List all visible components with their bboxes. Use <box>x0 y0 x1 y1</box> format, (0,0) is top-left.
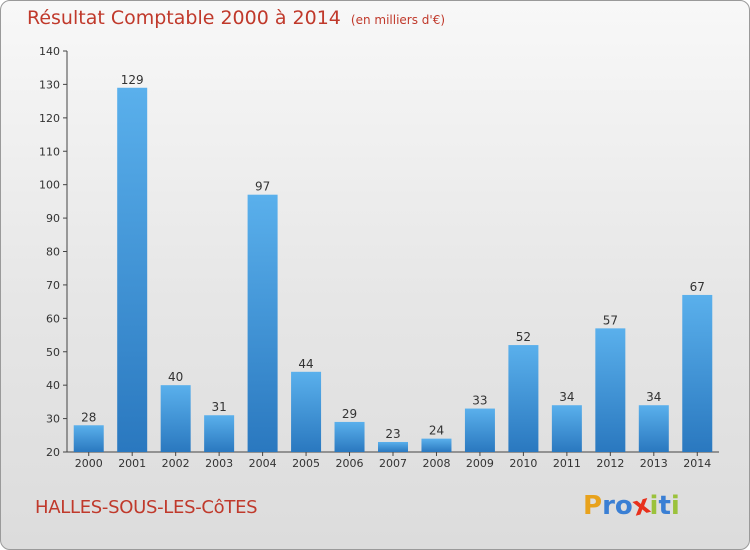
y-tick-label: 90 <box>46 212 60 225</box>
data-label: 44 <box>298 357 313 371</box>
commune-name: HALLES-SOUS-LES-CôTES <box>35 497 258 518</box>
bar-2008 <box>421 438 452 452</box>
bar-2006 <box>334 421 365 452</box>
y-tick-label: 50 <box>46 346 60 359</box>
x-tick-label: 2001 <box>118 457 146 470</box>
data-label: 40 <box>168 370 183 384</box>
logo-letter: r <box>602 491 615 521</box>
x-tick-label: 2014 <box>683 457 711 470</box>
bar-2014 <box>682 294 713 452</box>
x-tick-label: 2006 <box>336 457 364 470</box>
data-label: 28 <box>81 410 96 424</box>
x-tick-label: 2007 <box>379 457 407 470</box>
x-tick-label: 2002 <box>162 457 190 470</box>
logo-letter: i <box>670 491 680 521</box>
data-label: 24 <box>429 424 444 438</box>
data-label: 29 <box>342 407 357 421</box>
y-tick-label: 80 <box>46 246 60 259</box>
x-tick-label: 2010 <box>509 457 537 470</box>
y-tick-label: 40 <box>46 379 60 392</box>
x-tick-label: 2012 <box>596 457 624 470</box>
logo-letter: t <box>658 491 671 521</box>
bar-2001 <box>117 87 148 452</box>
data-label: 97 <box>255 180 270 194</box>
data-label: 52 <box>516 330 531 344</box>
data-label: 31 <box>211 400 226 414</box>
data-label: 34 <box>646 390 661 404</box>
bar-2007 <box>378 441 408 452</box>
data-label: 57 <box>603 313 618 327</box>
y-tick-label: 30 <box>46 413 60 426</box>
x-tick-label: 2008 <box>422 457 450 470</box>
data-label: 23 <box>385 427 400 441</box>
bar-2012 <box>595 328 626 452</box>
bar-2010 <box>508 345 539 452</box>
logo-letter: i <box>649 491 659 521</box>
logo-letter: o <box>614 491 633 521</box>
x-tick-label: 2011 <box>553 457 581 470</box>
logo-letter: P <box>583 491 603 521</box>
bar-2009 <box>464 408 495 452</box>
x-tick-label: 2003 <box>205 457 233 470</box>
y-tick-label: 100 <box>39 179 60 192</box>
y-tick-label: 110 <box>39 145 60 158</box>
bar-2005 <box>291 371 322 452</box>
bar-2000 <box>73 425 104 452</box>
x-tick-label: 2013 <box>640 457 668 470</box>
chart-title-text: Résultat Comptable 2000 à 2014 <box>27 7 341 29</box>
data-label: 34 <box>559 390 574 404</box>
x-tick-label: 2009 <box>466 457 494 470</box>
y-tick-label: 60 <box>46 312 60 325</box>
data-label: 129 <box>121 73 144 87</box>
y-tick-label: 130 <box>39 78 60 91</box>
y-tick-label: 120 <box>39 112 60 125</box>
data-label: 67 <box>690 280 705 294</box>
bars-group <box>73 87 713 453</box>
data-labels-group: 28 129 40 31 97 44 29 23 24 33 52 34 57 34 67 <box>81 73 705 441</box>
proxiti-logo[interactable]: Proxiti <box>583 489 680 522</box>
chart-title: Résultat Comptable 2000 à 2014 (en millie… <box>27 7 445 29</box>
chart-subtitle: (en milliers d'€) <box>350 13 446 27</box>
data-label: 33 <box>472 394 487 408</box>
x-tick-label: 2004 <box>249 457 277 470</box>
x-tick-label: 2005 <box>292 457 320 470</box>
bar-2003 <box>204 415 235 452</box>
y-tick-label: 20 <box>46 446 60 459</box>
y-tick-label: 70 <box>46 279 60 292</box>
bar-2004 <box>247 194 278 453</box>
bar-2002 <box>160 385 191 452</box>
bar-2013 <box>638 405 669 452</box>
x-tick-label: 2000 <box>75 457 103 470</box>
bar-2011 <box>551 405 582 452</box>
y-tick-label: 140 <box>39 45 60 58</box>
